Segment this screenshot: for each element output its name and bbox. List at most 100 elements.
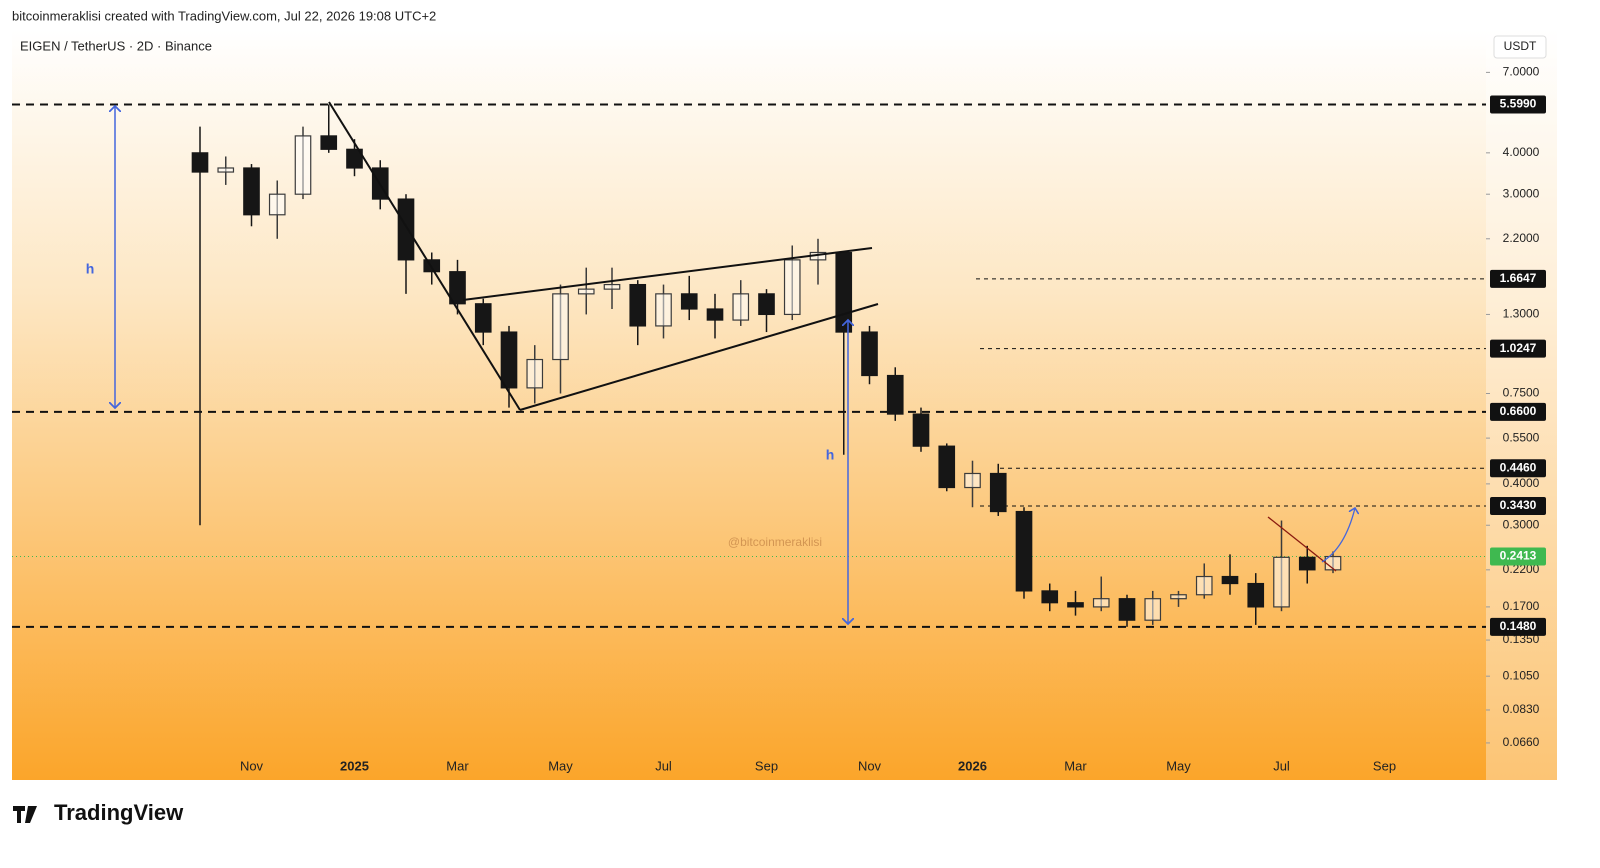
candle-body	[1144, 598, 1162, 621]
y-tick-label: 3.0000	[1503, 186, 1540, 200]
x-tick-label: Sep	[755, 758, 778, 773]
candle-body	[423, 259, 441, 273]
candle-body	[500, 331, 518, 389]
price-level-label: 1.0247	[1500, 341, 1537, 355]
y-tick-label: 4.0000	[1503, 145, 1540, 159]
candle-body	[397, 198, 415, 261]
candle-body	[1247, 582, 1265, 608]
price-level-label: 0.6600	[1500, 404, 1537, 418]
candle-body	[938, 445, 956, 489]
x-tick-label: Jul	[1273, 758, 1290, 773]
drawings	[115, 101, 1355, 624]
price-level-box	[1490, 269, 1546, 288]
price-level-box	[1490, 496, 1546, 515]
x-tick-label: Nov	[240, 758, 264, 773]
candle-body	[655, 293, 672, 327]
trend-line	[462, 247, 873, 301]
candle-body	[964, 472, 981, 489]
axes: 7.0000 4.0000 3.0000 2.2000 1.3000 0.7500 0.55…	[240, 65, 1546, 773]
price-level-box	[1490, 95, 1546, 114]
candle-body	[449, 271, 466, 305]
candle-body	[346, 148, 363, 169]
x-tick-label: 2025	[340, 758, 369, 773]
brand: TradingView	[54, 800, 184, 825]
annotation: h	[826, 447, 835, 463]
candle-body	[474, 303, 492, 333]
y-tick-label: 0.4000	[1503, 476, 1540, 490]
trend-line	[519, 303, 879, 411]
price-level-label: 1.6647	[1500, 271, 1537, 285]
y-tick-label: 2.2000	[1503, 231, 1540, 245]
price-level-box	[1490, 617, 1546, 636]
candle-body	[1092, 598, 1110, 608]
x-tick-label: Nov	[858, 758, 882, 773]
candle-body	[1118, 598, 1136, 621]
price-level-label: 0.4460	[1500, 460, 1537, 474]
price-level-label: 0.1480	[1500, 619, 1537, 633]
unit-box	[1493, 35, 1547, 59]
x-tick-label: May	[1166, 758, 1191, 773]
candle-body	[1195, 575, 1213, 596]
x-tick-label: Mar	[1064, 758, 1087, 773]
candle-body	[1221, 575, 1239, 585]
candle-body	[603, 283, 621, 290]
x-tick-label: Sep	[1373, 758, 1396, 773]
brand-logo	[13, 806, 37, 823]
candle-body	[577, 288, 595, 295]
y-tick-label: 0.5500	[1503, 430, 1540, 444]
price-level-box	[1490, 459, 1546, 478]
symbol-title: EIGEN / TetherUS · 2D · Binance	[20, 38, 212, 53]
candle-body	[1273, 556, 1290, 608]
price-level-label: 5.5990	[1500, 97, 1537, 111]
levels	[12, 103, 1486, 628]
y-tick-label: 7.0000	[1503, 65, 1540, 79]
x-tick-label: 2026	[958, 758, 987, 773]
projection-arrow	[1321, 508, 1355, 563]
y-tick-label: 0.0830	[1503, 702, 1540, 716]
candle-body	[1041, 590, 1059, 604]
trend-line	[328, 101, 521, 411]
trend-line	[1267, 516, 1337, 572]
candle-body	[629, 283, 647, 327]
candle-body	[886, 374, 904, 415]
price-level-label: 0.3430	[1500, 498, 1537, 512]
y-tick-label: 0.1700	[1503, 599, 1540, 613]
byline: bitcoinmeraklisi created with TradingVie…	[12, 8, 436, 23]
candle-body	[783, 259, 801, 316]
candle-body	[294, 135, 312, 195]
last-price-box	[1490, 547, 1546, 566]
last-price-label: 0.2413	[1500, 549, 1537, 563]
candle-body	[320, 135, 338, 150]
y-tick-label: 0.1050	[1503, 668, 1540, 682]
candle-body	[526, 358, 544, 389]
y-tick-label: 0.7500	[1503, 386, 1540, 400]
candle-body	[835, 251, 853, 333]
candle-body	[191, 152, 209, 173]
candle-body	[552, 293, 569, 361]
candle-body	[680, 293, 698, 310]
candle-body	[1170, 594, 1187, 600]
price-level-box	[1490, 339, 1546, 358]
candle-body	[217, 167, 235, 173]
candle-body	[861, 331, 878, 377]
y-tick-label: 0.3000	[1503, 517, 1540, 531]
x-tick-label: May	[548, 758, 573, 773]
candle-body	[732, 293, 750, 321]
candle-body	[1015, 510, 1033, 592]
watermark: @bitcoinmeraklisi	[728, 535, 822, 549]
candle-body	[1067, 602, 1084, 608]
candle-body	[758, 293, 775, 316]
candle-body	[1298, 556, 1316, 571]
price-level-box	[1490, 402, 1546, 421]
unit-label: USDT	[1504, 39, 1537, 53]
annotation: h	[86, 261, 95, 277]
candle-body	[243, 167, 260, 216]
candle-body	[706, 308, 724, 321]
plot-background	[12, 30, 1557, 780]
candle-body	[989, 472, 1007, 513]
candle-body	[912, 413, 930, 447]
x-tick-label: Jul	[655, 758, 672, 773]
candle-body	[268, 193, 286, 216]
